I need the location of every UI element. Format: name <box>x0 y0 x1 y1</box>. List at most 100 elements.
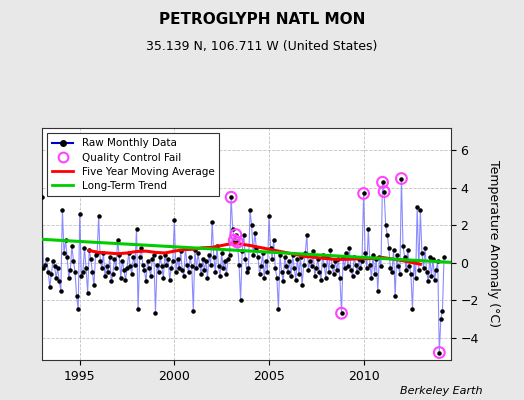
Point <box>88 269 96 275</box>
Point <box>156 254 165 260</box>
Point <box>203 274 212 281</box>
Point <box>290 265 298 272</box>
Point <box>191 246 199 253</box>
Point <box>361 250 369 256</box>
Text: 35.139 N, 106.711 W (United States): 35.139 N, 106.711 W (United States) <box>146 40 378 53</box>
Point <box>166 276 174 283</box>
Point <box>104 269 112 275</box>
Point <box>392 252 401 258</box>
Point <box>236 297 245 303</box>
Point <box>178 267 187 273</box>
Point <box>268 256 276 262</box>
Point <box>378 179 387 186</box>
Point <box>235 261 243 268</box>
Point <box>407 271 415 277</box>
Point <box>118 258 126 264</box>
Point <box>301 250 310 256</box>
Point <box>175 265 183 272</box>
Point <box>279 278 287 285</box>
Point <box>358 258 366 264</box>
Point <box>82 265 90 272</box>
Point <box>419 265 428 272</box>
Point <box>58 207 67 214</box>
Point <box>113 237 122 244</box>
Point <box>183 261 191 268</box>
Point <box>116 274 125 281</box>
Point <box>372 256 380 262</box>
Point <box>137 244 146 251</box>
Point <box>425 254 434 260</box>
Point <box>306 258 314 264</box>
Point <box>341 265 349 272</box>
Point <box>129 254 138 260</box>
Point <box>238 248 246 255</box>
Point <box>292 276 300 283</box>
Point <box>430 276 439 283</box>
Point <box>328 263 336 270</box>
Y-axis label: Temperature Anomaly (°C): Temperature Anomaly (°C) <box>487 160 500 328</box>
Point <box>97 265 106 272</box>
Point <box>77 273 85 279</box>
Point <box>344 263 352 270</box>
Point <box>214 263 223 270</box>
Point <box>331 258 340 264</box>
Point <box>374 288 382 294</box>
Point <box>315 269 324 275</box>
Point <box>68 243 76 249</box>
Point <box>147 273 155 279</box>
Point <box>353 269 362 275</box>
Point <box>411 274 420 281</box>
Point <box>345 244 354 251</box>
Point <box>243 269 251 275</box>
Point <box>319 252 327 258</box>
Point <box>282 263 290 270</box>
Point <box>57 288 65 294</box>
Point <box>69 258 78 264</box>
Point <box>370 271 379 277</box>
Point <box>151 310 160 316</box>
Point <box>216 273 224 279</box>
Point <box>224 256 232 262</box>
Point <box>255 271 264 277</box>
Point <box>162 261 171 268</box>
Point <box>250 230 259 236</box>
Point <box>433 258 442 264</box>
Point <box>211 269 220 275</box>
Point <box>391 293 399 300</box>
Point <box>140 267 149 273</box>
Point <box>233 239 242 245</box>
Point <box>435 349 443 356</box>
Point <box>177 248 185 255</box>
Point <box>337 310 346 316</box>
Point <box>366 261 374 268</box>
Point <box>347 267 355 273</box>
Point <box>378 179 387 186</box>
Point <box>42 256 51 262</box>
Point <box>402 267 410 273</box>
Point <box>75 211 84 217</box>
Point <box>167 265 176 272</box>
Point <box>195 261 204 268</box>
Point <box>300 261 308 268</box>
Point <box>261 258 270 264</box>
Point <box>71 269 79 275</box>
Point <box>363 265 371 272</box>
Point <box>230 237 238 244</box>
Point <box>219 265 227 272</box>
Point <box>180 273 188 279</box>
Point <box>222 271 231 277</box>
Point <box>60 250 68 256</box>
Point <box>288 252 297 258</box>
Point <box>440 254 448 260</box>
Point <box>297 254 305 260</box>
Point <box>108 271 117 277</box>
Point <box>153 261 161 268</box>
Point <box>394 263 402 270</box>
Point <box>46 284 54 290</box>
Point <box>155 269 163 275</box>
Point <box>205 252 213 258</box>
Point <box>102 263 111 270</box>
Point <box>49 258 57 264</box>
Point <box>427 273 435 279</box>
Point <box>277 269 286 275</box>
